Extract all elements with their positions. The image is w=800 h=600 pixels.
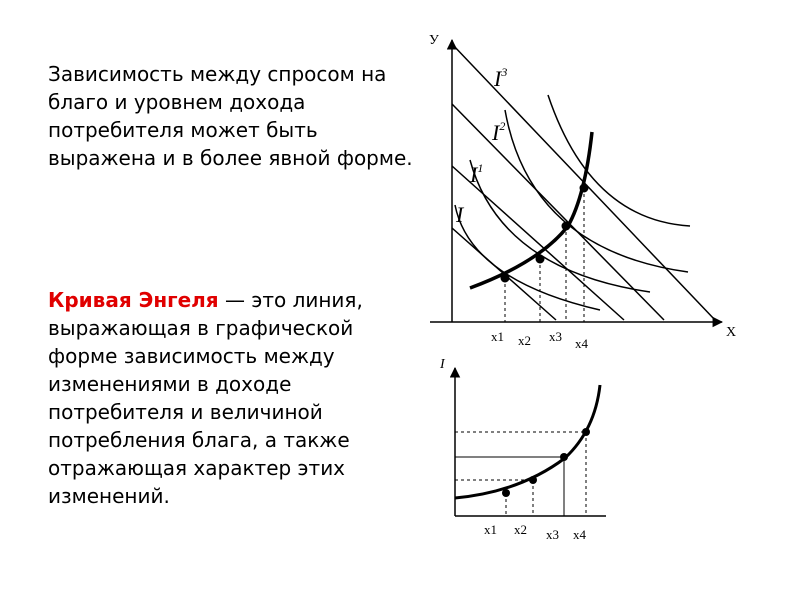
indifference-curve-i: [454, 204, 601, 311]
indifference-curve-i2: [504, 109, 689, 273]
curve-label-i3: I3: [493, 65, 507, 91]
top-graph: У X I I1 I2 I3 x1 x2 x3 x4: [429, 33, 736, 351]
engel-definition-text: — это линия, выражающая в графической фо…: [48, 288, 363, 508]
curve-label-i2: I2: [491, 119, 505, 145]
bottom-x-tick-1: x1: [484, 522, 497, 537]
top-x-tick-4: x4: [575, 336, 589, 351]
top-x-label: X: [726, 325, 736, 340]
top-y-label: У: [429, 33, 439, 48]
budget-line-2: [451, 165, 625, 321]
indifference-curve-i3: [547, 94, 691, 227]
top-x-tick-2: x2: [518, 333, 531, 348]
curve-label-i1: I1: [469, 161, 483, 187]
income-consumption-curve: [469, 131, 594, 290]
intro-paragraph: Зависимость между спросом на благо и уро…: [48, 62, 413, 170]
bottom-y-label: I: [439, 357, 446, 372]
budget-line-3: [451, 103, 665, 321]
bottom-x-tick-3: x3: [546, 527, 559, 542]
bottom-graph: I x1 x2 x3 x4: [439, 357, 606, 542]
engel-term: Кривая Энгеля: [48, 288, 219, 312]
curve-label-i: I: [455, 202, 465, 227]
engel-curve: [454, 384, 602, 500]
top-x-tick-3: x3: [549, 329, 562, 344]
bottom-x-tick-4: x4: [573, 527, 587, 542]
engel-definition: Кривая Энгеля — это линия, выражающая в …: [48, 286, 428, 510]
indifference-curve-i1: [469, 159, 651, 293]
top-x-tick-1: x1: [491, 329, 504, 344]
bottom-x-tick-2: x2: [514, 522, 527, 537]
